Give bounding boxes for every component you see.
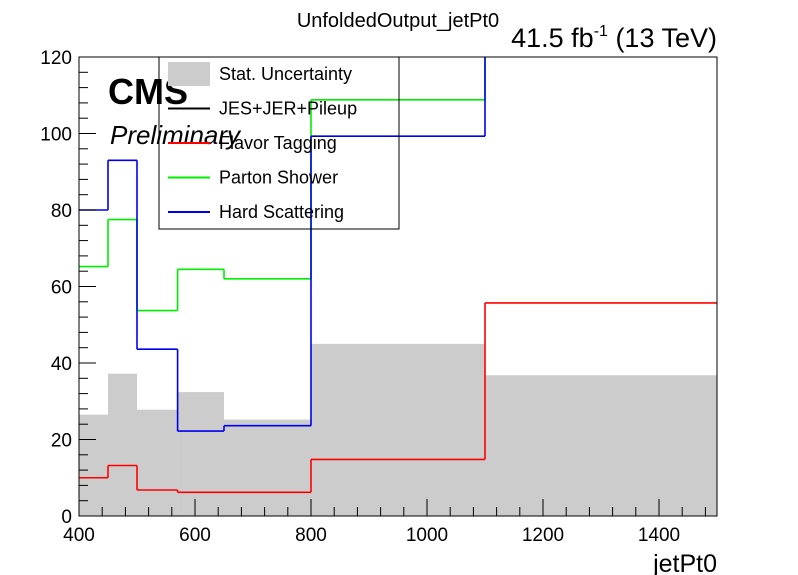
y-tick-label-3: 60 <box>51 278 72 299</box>
y-tick-label-4: 80 <box>51 201 72 222</box>
stat-uncertainty-bin-3 <box>177 392 224 516</box>
lumi-value: 41.5 fb <box>511 23 594 53</box>
y-tick-label-5: 100 <box>40 125 72 146</box>
legend-label-3: Parton Shower <box>219 168 338 188</box>
stat-uncertainty-bin-6 <box>485 375 717 516</box>
legend: Stat. Uncertainty JES+JER+Pileup Flavor Ta… <box>158 56 400 230</box>
x-tick-label-4: 1200 <box>522 525 564 546</box>
stat-uncertainty-bin-2 <box>137 409 178 516</box>
stat-uncertainty-bin-1 <box>108 373 137 516</box>
legend-swatch-0 <box>168 62 210 86</box>
lumi-spacer <box>608 23 616 53</box>
x-tick-label-2: 800 <box>295 525 327 546</box>
legend-label-1: JES+JER+Pileup <box>219 99 357 119</box>
chart-title: UnfoldedOutput_jetPt0 <box>297 10 499 32</box>
series-flavor-tagging <box>79 302 717 494</box>
series-hard-scattering <box>79 57 486 432</box>
legend-label-0: Stat. Uncertainty <box>219 64 352 84</box>
legend-box <box>158 56 400 230</box>
energy-label: (13 TeV) <box>615 23 717 53</box>
x-tick-label-3: 1000 <box>406 525 448 546</box>
series-layer <box>79 57 717 494</box>
x-tick-label-5: 1400 <box>638 525 680 546</box>
stat-uncertainty-bin-4 <box>224 419 311 516</box>
x-tick-label-0: 400 <box>63 525 95 546</box>
lumi-exponent: -1 <box>594 23 608 40</box>
stat-uncertainty-bin-5 <box>311 343 485 516</box>
lumi-label: 41.5 fb-1 (13 TeV) <box>511 23 717 53</box>
y-tick-label-6: 120 <box>40 48 72 69</box>
x-tick-label-1: 600 <box>179 525 211 546</box>
tick-layer: 0 20 40 60 80 100 120 400 600 800 1000 1200 1400 <box>40 48 706 546</box>
preliminary-label: Preliminary <box>110 120 242 150</box>
stat-uncertainty-band <box>79 343 717 516</box>
legend-entries: Stat. Uncertainty JES+JER+Pileup Flavor Ta… <box>168 62 357 222</box>
y-tick-label-0: 0 <box>61 507 72 528</box>
y-tick-label-1: 20 <box>51 431 72 452</box>
legend-label-4: Hard Scattering <box>219 202 344 222</box>
legend-label-2: Flavor Tagging <box>219 133 337 153</box>
x-axis-label: jetPt0 <box>652 550 717 575</box>
stat-uncertainty-bin-0 <box>79 414 108 516</box>
y-tick-label-2: 40 <box>51 354 72 375</box>
